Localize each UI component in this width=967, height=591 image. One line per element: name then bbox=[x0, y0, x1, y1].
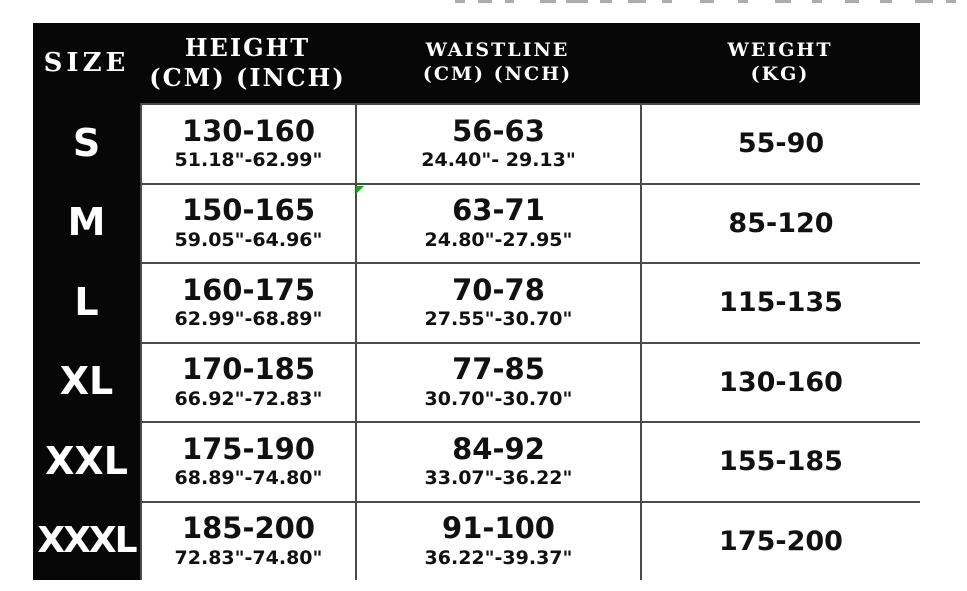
weight-value: 55-90 bbox=[737, 128, 825, 160]
height-cm-value: 150-165 bbox=[181, 193, 316, 228]
column-header-waistline-label: WAISTLINE bbox=[425, 39, 570, 62]
size-label-cell: XL bbox=[33, 341, 140, 421]
height-cm-value: 175-190 bbox=[181, 431, 316, 466]
column-header-weight-label: WEIGHT bbox=[727, 39, 833, 62]
height-inch-value: 68.89"-74.80" bbox=[174, 467, 323, 490]
cropped-text-artifact bbox=[600, 0, 612, 3]
waistline-cm-value: 91-100 bbox=[442, 511, 555, 546]
weight-cell: 175-200 bbox=[640, 500, 920, 580]
waistline-cell: 77-85 30.70"-30.70" bbox=[355, 341, 640, 421]
height-cm-value: 185-200 bbox=[181, 511, 316, 546]
column-header-height: HEIGHT (CM) (INCH) bbox=[140, 23, 355, 103]
waistline-inch-value: 24.40"- 29.13" bbox=[421, 149, 576, 172]
height-cm-value: 130-160 bbox=[181, 113, 316, 148]
column-header-weight-units: (KG) bbox=[750, 63, 810, 85]
cropped-text-artifact bbox=[540, 0, 556, 3]
waistline-inch-value: 24.80"-27.95" bbox=[424, 228, 573, 251]
weight-value: 115-135 bbox=[719, 287, 843, 319]
weight-cell: 115-135 bbox=[640, 262, 920, 342]
size-label: XXL bbox=[45, 438, 128, 483]
cropped-text-artifact bbox=[566, 0, 588, 3]
cropped-text-artifact bbox=[505, 0, 514, 3]
column-header-waistline-units: (CM) (NCH) bbox=[422, 63, 573, 85]
height-cm-value: 170-185 bbox=[181, 352, 316, 387]
height-inch-value: 51.18"-62.99" bbox=[174, 149, 323, 172]
weight-cell: 85-120 bbox=[640, 182, 920, 262]
height-inch-value: 66.92"-72.83" bbox=[174, 387, 323, 410]
height-cell: 175-190 68.89"-74.80" bbox=[140, 421, 355, 501]
column-header-size-label: SIZE bbox=[43, 47, 130, 78]
waistline-cell: 84-92 33.07"-36.22" bbox=[355, 421, 640, 501]
cropped-text-artifact bbox=[628, 0, 646, 3]
weight-value: 130-160 bbox=[719, 366, 843, 398]
height-cell: 130-160 51.18"-62.99" bbox=[140, 103, 355, 183]
column-header-size: SIZE bbox=[33, 23, 140, 103]
waistline-cm-value: 70-78 bbox=[452, 272, 545, 307]
cropped-text-artifact bbox=[738, 0, 748, 3]
height-cell: 185-200 72.83"-74.80" bbox=[140, 500, 355, 580]
weight-cell: 55-90 bbox=[640, 103, 920, 183]
size-label-cell: M bbox=[33, 182, 140, 262]
size-label: S bbox=[72, 120, 101, 165]
waistline-inch-value: 27.55"-30.70" bbox=[424, 308, 573, 331]
weight-value: 85-120 bbox=[728, 207, 834, 239]
waistline-cell: 91-100 36.22"-39.37" bbox=[355, 500, 640, 580]
size-label-cell: XXL bbox=[33, 421, 140, 501]
size-label-cell: S bbox=[33, 103, 140, 183]
height-cell: 160-175 62.99"-68.89" bbox=[140, 262, 355, 342]
cropped-text-artifact bbox=[845, 0, 859, 3]
size-chart-table: SIZE HEIGHT (CM) (INCH) WAISTLINE (CM) (… bbox=[33, 23, 920, 580]
column-header-height-label: HEIGHT bbox=[184, 33, 311, 62]
cropped-text-artifact bbox=[662, 0, 672, 3]
waistline-cm-value: 63-71 bbox=[452, 193, 545, 228]
waistline-cm-value: 84-92 bbox=[452, 431, 545, 466]
waistline-cell: 56-63 24.40"- 29.13" bbox=[355, 103, 640, 183]
column-header-height-units: (CM) (INCH) bbox=[149, 63, 346, 92]
height-inch-value: 59.05"-64.96" bbox=[174, 228, 323, 251]
waistline-cell: 63-71 24.80"-27.95" bbox=[355, 182, 640, 262]
waistline-cm-value: 77-85 bbox=[452, 352, 545, 387]
size-label-cell: L bbox=[33, 262, 140, 342]
column-header-weight: WEIGHT (KG) bbox=[640, 23, 920, 103]
weight-cell: 130-160 bbox=[640, 341, 920, 421]
column-header-waistline: WAISTLINE (CM) (NCH) bbox=[355, 23, 640, 103]
cropped-text-artifact bbox=[478, 0, 492, 3]
cropped-text-artifact bbox=[946, 0, 956, 3]
size-label: L bbox=[74, 279, 99, 324]
weight-cell: 155-185 bbox=[640, 421, 920, 501]
waistline-cm-value: 56-63 bbox=[452, 113, 545, 148]
waistline-inch-value: 33.07"-36.22" bbox=[424, 467, 573, 490]
cropped-text-artifact bbox=[700, 0, 714, 3]
waistline-inch-value: 30.70"-30.70" bbox=[424, 387, 573, 410]
height-inch-value: 62.99"-68.89" bbox=[174, 308, 323, 331]
green-corner-flag bbox=[356, 186, 364, 194]
weight-value: 175-200 bbox=[719, 525, 843, 557]
cropped-text-artifact bbox=[915, 0, 933, 3]
waistline-cell: 70-78 27.55"-30.70" bbox=[355, 262, 640, 342]
weight-value: 155-185 bbox=[719, 446, 843, 478]
height-cell: 170-185 66.92"-72.83" bbox=[140, 341, 355, 421]
size-label: M bbox=[67, 200, 106, 245]
height-cm-value: 160-175 bbox=[181, 272, 316, 307]
cropped-text-artifact bbox=[812, 0, 822, 3]
height-inch-value: 72.83"-74.80" bbox=[174, 546, 323, 569]
size-label: XXXL bbox=[37, 519, 137, 561]
cropped-text-artifact bbox=[455, 0, 465, 3]
size-label-cell: XXXL bbox=[33, 500, 140, 580]
waistline-inch-value: 36.22"-39.37" bbox=[424, 546, 573, 569]
cropped-text-artifact bbox=[880, 0, 892, 3]
height-cell: 150-165 59.05"-64.96" bbox=[140, 182, 355, 262]
size-label: XL bbox=[59, 359, 114, 404]
cropped-text-artifact bbox=[775, 0, 791, 3]
